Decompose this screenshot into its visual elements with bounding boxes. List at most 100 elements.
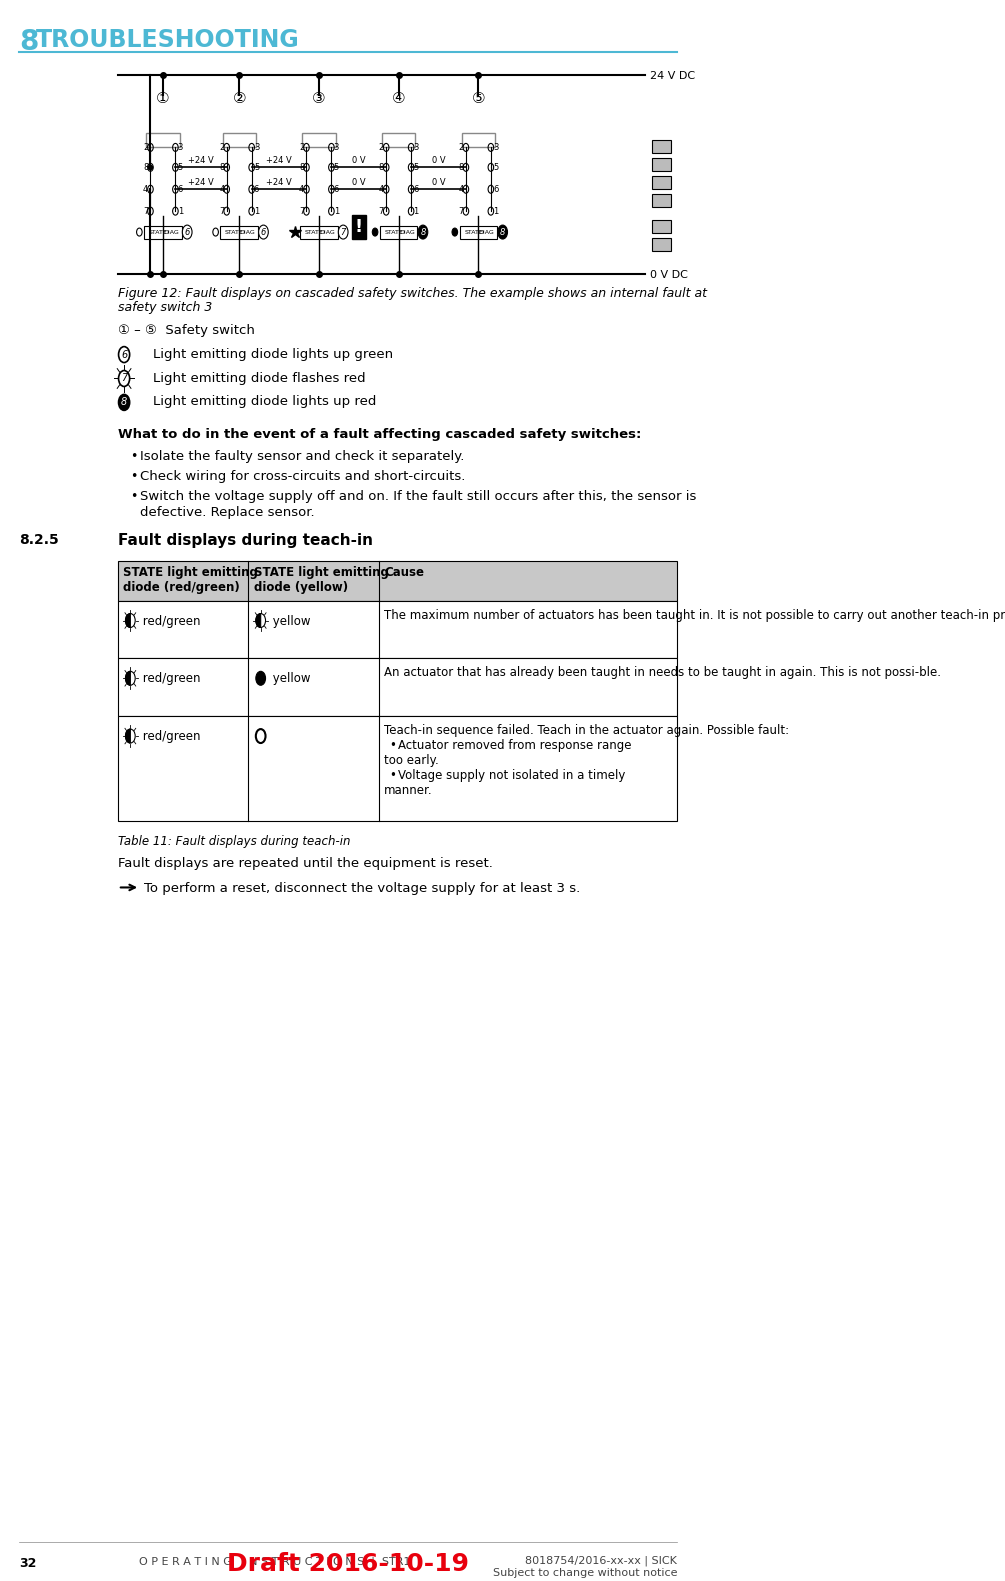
Text: Figure 12: Fault displays on cascaded safety switches. The example shows an inte: Figure 12: Fault displays on cascaded sa… <box>118 286 707 300</box>
Bar <box>651 239 671 251</box>
Text: defective. Replace sensor.: defective. Replace sensor. <box>140 506 315 519</box>
Bar <box>380 226 417 239</box>
Bar <box>222 133 256 147</box>
Text: 6: 6 <box>413 185 419 194</box>
Text: Actuator removed from response range: Actuator removed from response range <box>398 738 631 753</box>
Text: STATE: STATE <box>149 229 168 234</box>
Text: To perform a reset, disconnect the voltage supply for at least 3 s.: To perform a reset, disconnect the volta… <box>144 882 581 895</box>
Text: Voltage supply not isolated in a timely: Voltage supply not isolated in a timely <box>398 768 625 783</box>
Wedge shape <box>126 672 131 685</box>
Text: Switch the voltage supply off and on. If the fault still occurs after this, the : Switch the voltage supply off and on. If… <box>140 490 696 503</box>
Text: 7: 7 <box>219 207 224 215</box>
Text: safety switch 3: safety switch 3 <box>118 300 212 313</box>
Text: red/green: red/green <box>139 672 200 685</box>
Text: Check wiring for cross-circuits and short-circuits.: Check wiring for cross-circuits and shor… <box>140 470 465 484</box>
Bar <box>118 716 676 821</box>
Text: 8: 8 <box>458 163 463 172</box>
Text: 5: 5 <box>334 163 339 172</box>
Text: 6: 6 <box>121 349 128 359</box>
Text: DIAG: DIAG <box>320 229 335 234</box>
Text: 3: 3 <box>254 142 259 152</box>
Wedge shape <box>126 613 131 628</box>
Text: STATE light emitting
diode (yellow): STATE light emitting diode (yellow) <box>253 566 389 594</box>
Text: DIAG: DIAG <box>239 229 255 234</box>
Text: 4: 4 <box>379 185 384 194</box>
Text: 8: 8 <box>121 397 128 408</box>
Text: 1: 1 <box>413 207 419 215</box>
Text: 2: 2 <box>379 142 384 152</box>
Bar <box>220 226 258 239</box>
Text: •: • <box>131 470 138 484</box>
Text: 3: 3 <box>178 142 183 152</box>
Text: •: • <box>131 451 138 463</box>
Text: 0 V: 0 V <box>352 157 366 164</box>
Text: Fault displays during teach-in: Fault displays during teach-in <box>118 533 373 549</box>
Bar <box>459 226 497 239</box>
Text: 32: 32 <box>19 1557 37 1570</box>
Bar <box>651 141 671 153</box>
Circle shape <box>452 228 457 236</box>
Bar <box>144 226 182 239</box>
Circle shape <box>497 225 508 239</box>
Text: 6: 6 <box>493 185 498 194</box>
Bar <box>382 133 415 147</box>
Text: 2: 2 <box>458 142 463 152</box>
Circle shape <box>213 228 218 236</box>
Text: 3: 3 <box>334 142 339 152</box>
Text: 8: 8 <box>379 163 384 172</box>
Text: yellow: yellow <box>269 672 311 685</box>
Text: 2: 2 <box>219 142 224 152</box>
Text: STATE: STATE <box>305 229 324 234</box>
Text: ②: ② <box>232 92 246 106</box>
Text: 4: 4 <box>143 185 148 194</box>
Text: An actuator that has already been taught in needs to be taught in again. This is: An actuator that has already been taught… <box>384 666 941 680</box>
Text: 7: 7 <box>298 207 305 215</box>
Bar <box>118 601 676 658</box>
Text: 0 V: 0 V <box>352 177 366 187</box>
Text: Table 11: Fault displays during teach-in: Table 11: Fault displays during teach-in <box>118 835 351 847</box>
Circle shape <box>182 225 192 239</box>
Text: 7: 7 <box>341 228 346 237</box>
Text: +24 V: +24 V <box>266 157 291 164</box>
Text: +24 V: +24 V <box>266 177 291 187</box>
Text: 8: 8 <box>499 228 506 237</box>
Text: Teach-in sequence failed. Teach in the actuator again. Possible fault:: Teach-in sequence failed. Teach in the a… <box>384 724 789 737</box>
Circle shape <box>119 370 130 386</box>
Text: ① – ⑤  Safety switch: ① – ⑤ Safety switch <box>118 324 254 337</box>
Text: STATE: STATE <box>225 229 244 234</box>
Text: •: • <box>390 738 397 753</box>
Text: manner.: manner. <box>384 784 433 797</box>
Text: 24 V DC: 24 V DC <box>650 71 695 81</box>
Text: 1: 1 <box>178 207 183 215</box>
Text: ④: ④ <box>392 92 405 106</box>
Text: •: • <box>131 490 138 503</box>
Text: 4: 4 <box>219 185 224 194</box>
Text: ③: ③ <box>313 92 326 106</box>
Text: 8: 8 <box>143 163 149 172</box>
Text: !: ! <box>355 218 363 236</box>
Text: STATE: STATE <box>464 229 483 234</box>
Text: 8: 8 <box>298 163 305 172</box>
Circle shape <box>339 225 348 239</box>
Text: too early.: too early. <box>384 754 439 767</box>
Circle shape <box>372 228 378 236</box>
Bar <box>118 658 676 716</box>
Text: 5: 5 <box>254 163 259 172</box>
Text: 2: 2 <box>298 142 305 152</box>
Text: 5: 5 <box>178 163 183 172</box>
Bar <box>651 220 671 232</box>
Text: Subject to change without notice: Subject to change without notice <box>492 1568 677 1578</box>
Text: What to do in the event of a fault affecting cascaded safety switches:: What to do in the event of a fault affec… <box>118 428 641 441</box>
Bar <box>461 133 495 147</box>
Circle shape <box>137 228 142 236</box>
Text: Light emitting diode lights up red: Light emitting diode lights up red <box>153 395 376 408</box>
Text: STATE: STATE <box>385 229 403 234</box>
Text: DIAG: DIAG <box>164 229 179 234</box>
Text: +24 V: +24 V <box>188 177 214 187</box>
Circle shape <box>256 672 265 685</box>
Circle shape <box>258 225 268 239</box>
Text: 7: 7 <box>143 207 149 215</box>
Text: Draft 2016-10-19: Draft 2016-10-19 <box>227 1553 469 1576</box>
Text: DIAG: DIAG <box>478 229 494 234</box>
Text: 6: 6 <box>254 185 259 194</box>
